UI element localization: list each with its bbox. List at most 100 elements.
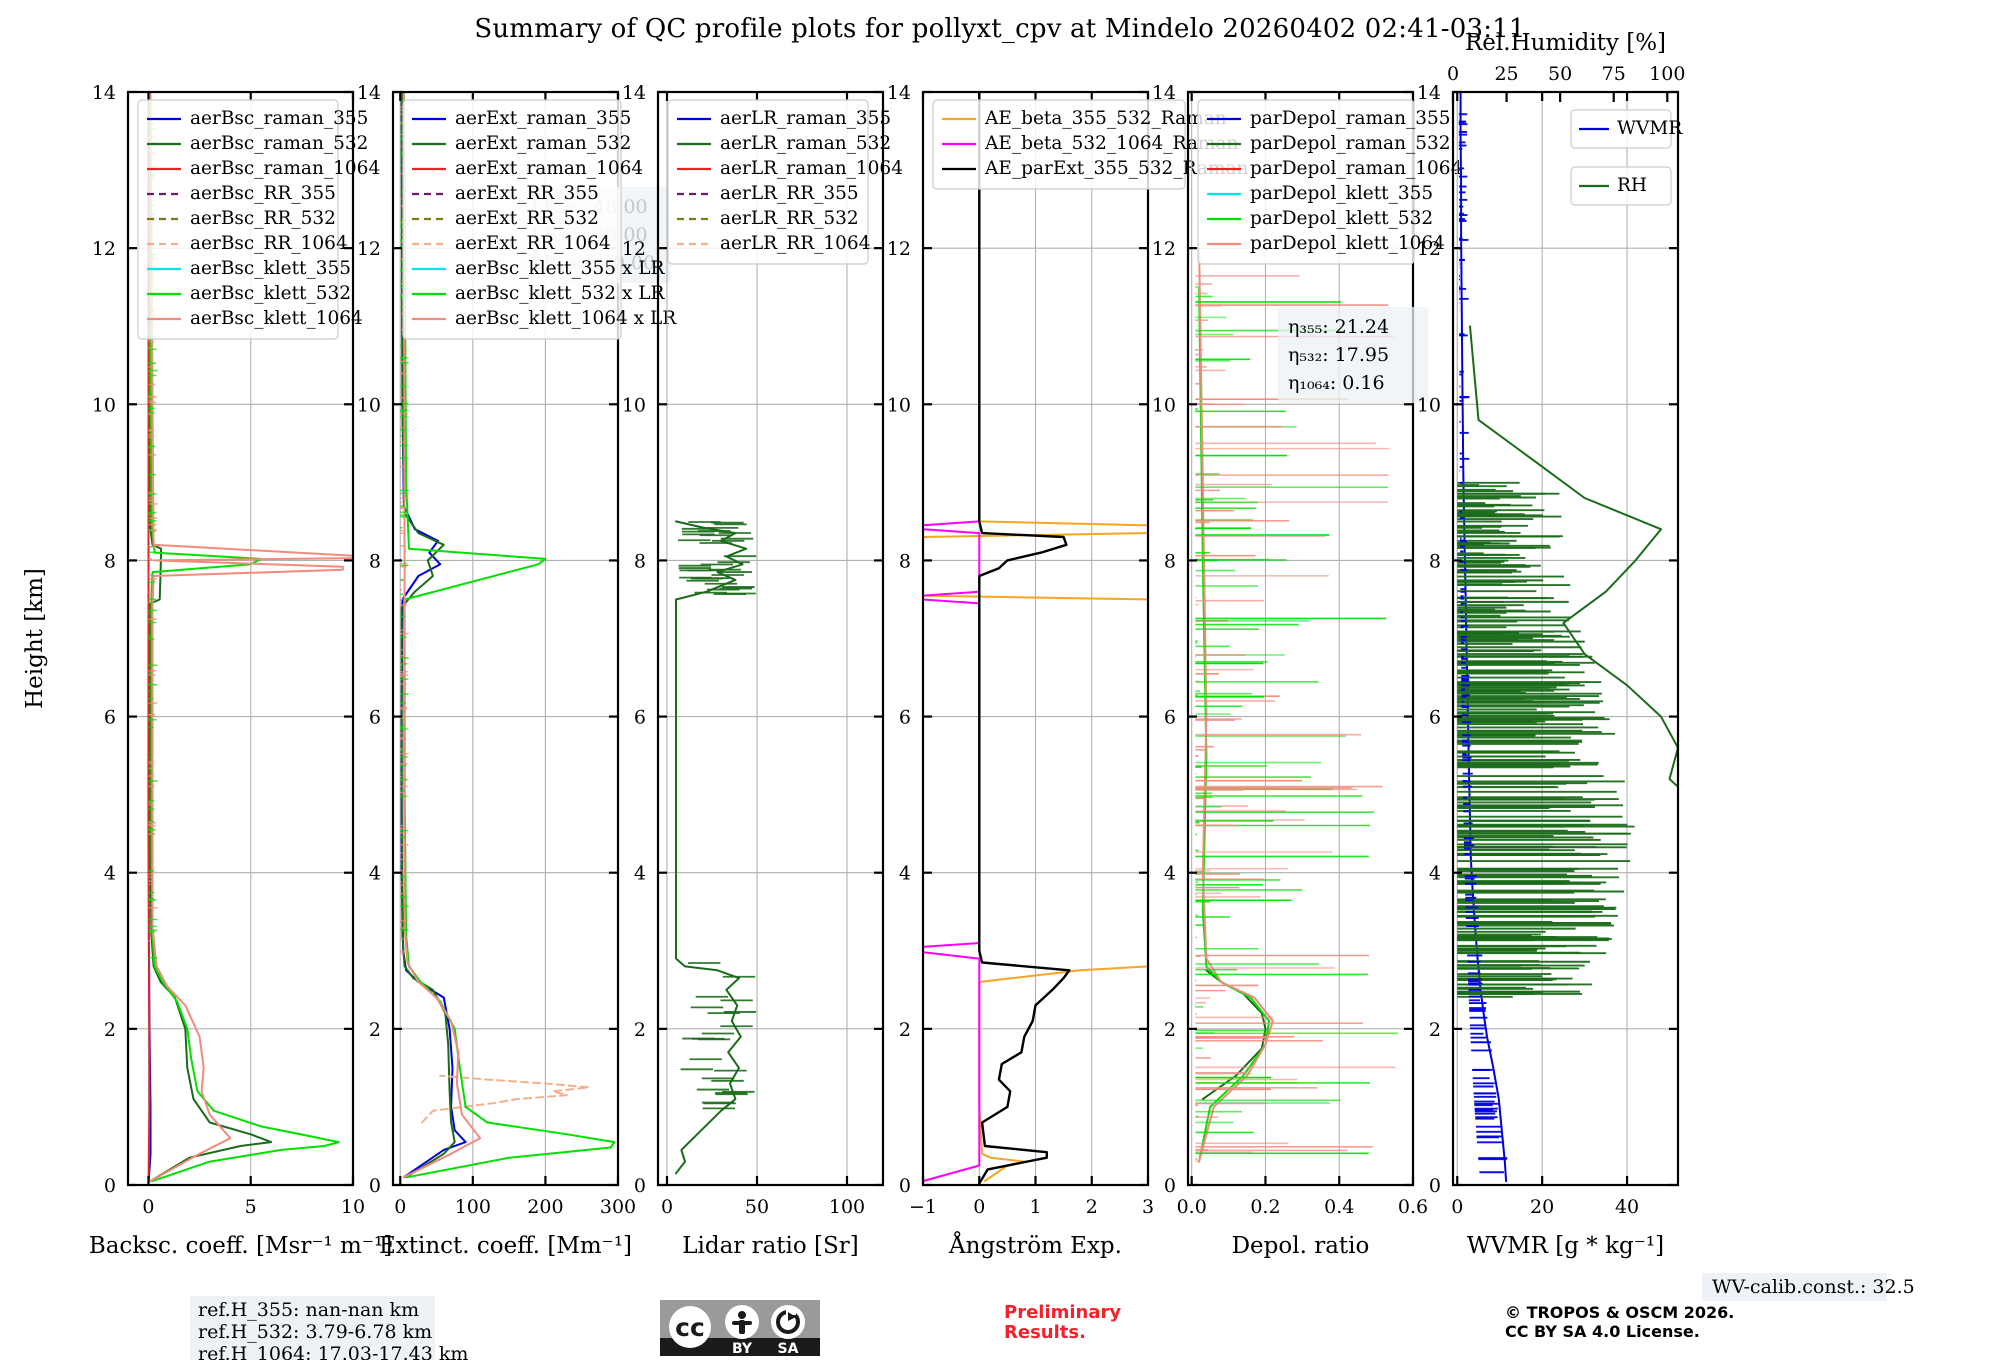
copyright-line: © TROPOS & OSCM 2026.: [1505, 1303, 1734, 1322]
y-tick-label: 4: [1164, 863, 1176, 885]
y-tick-label: 14: [622, 82, 646, 104]
panel-frame: [1186, 90, 1415, 1187]
y-tick-label: 14: [357, 82, 381, 104]
y-tick-label: 12: [622, 238, 646, 260]
y-tick-label: 4: [1429, 863, 1441, 885]
y-tick-label: 6: [899, 707, 911, 729]
x-tick-label: 2: [1086, 1196, 1098, 1218]
legend-label: aerBsc_klett_532: [190, 283, 351, 304]
y-tick-label: 14: [887, 82, 911, 104]
series-AE_parExt_355_532_Raman: [978, 92, 1071, 1185]
legend-label: parDepol_raman_355: [1250, 108, 1451, 129]
y-tick-label: 10: [357, 394, 381, 416]
legend-label: aerExt_raman_532: [455, 133, 631, 154]
top-axis-label: Rel.Humidity [%]: [1465, 30, 1666, 56]
series-group: [923, 92, 1148, 1185]
legend-box: [1570, 166, 1672, 206]
series-aerBsc_klett_532: [148, 92, 340, 1183]
panel-frame: [391, 90, 620, 1187]
legend-label: parDepol_klett_1064: [1250, 233, 1445, 254]
x-tick-label: 200: [527, 1196, 563, 1218]
x-axis-label-lidar-ratio: Lidar ratio [Sr]: [682, 1233, 859, 1259]
y-tick-label: 8: [369, 550, 381, 572]
y-tick-label: 8: [634, 550, 646, 572]
series-group: [147, 92, 353, 1185]
x-axis-label-depol: Depol. ratio: [1232, 1233, 1370, 1259]
series-aerBsc_klett_1064: [149, 92, 353, 1183]
y-tick-label: 10: [1152, 394, 1176, 416]
svg-text:cc: cc: [675, 1313, 705, 1342]
x-tick-label: 10: [341, 1196, 365, 1218]
legend-box: [1570, 109, 1672, 149]
series-aerBsc_klett_1064 x LR: [402, 92, 482, 1179]
x-tick-label: 0.4: [1324, 1196, 1354, 1218]
legend-label: aerBsc_klett_532 x LR: [455, 283, 666, 304]
x-tick-label: 5: [245, 1196, 257, 1218]
top-x-tick-label: 75: [1602, 63, 1626, 85]
y-tick-label: 0: [634, 1175, 646, 1197]
panel-frame: [1451, 90, 1680, 1187]
legend-label: aerExt_RR_1064: [455, 233, 611, 254]
y-tick-label: 12: [92, 238, 116, 260]
legend-label: aerBsc_klett_1064 x LR: [455, 308, 677, 329]
annotation-line: η₃₅₅: 21.24: [1288, 316, 1389, 338]
y-tick-label: 2: [1429, 1019, 1441, 1041]
series-group: [675, 520, 748, 1175]
x-tick-label: −1: [909, 1196, 937, 1218]
y-tick-label: 6: [369, 707, 381, 729]
y-axis-label: Height [km]: [22, 568, 48, 709]
legend-label: parDepol_raman_1064: [1250, 158, 1462, 179]
series-aerExt_raman_532: [400, 92, 456, 1179]
y-tick-label: 14: [1417, 82, 1441, 104]
series-group: [1198, 247, 1274, 1163]
y-tick-label: 8: [104, 550, 116, 572]
legend-label: aerLR_raman_355: [720, 108, 891, 129]
legend-label: aerLR_raman_532: [720, 133, 891, 154]
series-parDepol_klett_1064: [1198, 247, 1274, 1163]
legend-box-backscatter: [137, 99, 339, 340]
legend-label: aerBsc_RR_532: [190, 208, 336, 229]
ref-height-box: [190, 1296, 435, 1360]
legend-label: aerBsc_klett_355: [190, 258, 351, 279]
y-tick-label: 14: [1152, 82, 1176, 104]
top-x-tick-label: 50: [1548, 63, 1572, 85]
legend-label: parDepol_klett_532: [1250, 208, 1433, 229]
y-tick-label: 10: [92, 394, 116, 416]
legend-label: aerExt_raman_355: [455, 108, 631, 129]
panel-backscatter: 0 2 4 6 8 10 12 14 0 5 10 Backsc. coeff. [Msr⁻¹ m⁻¹…: [89, 82, 392, 1259]
legend-label: aerExt_raman_1064: [455, 158, 643, 179]
y-tick-label: 12: [887, 238, 911, 260]
x-tick-label: 0: [661, 1196, 673, 1218]
cc-by-label: BY: [732, 1341, 753, 1356]
y-tick-label: 10: [1417, 394, 1441, 416]
legend-label-RH: RH: [1617, 175, 1647, 196]
x-tick-label: 3: [1142, 1196, 1154, 1218]
x-tick-label: 100: [829, 1196, 865, 1218]
x-tick-label: 0.6: [1398, 1196, 1428, 1218]
lr-noise: [677, 521, 757, 1110]
page-title: Summary of QC profile plots for pollyxt_…: [474, 14, 1526, 44]
cc-license-badge: cc BY SA: [660, 1300, 820, 1356]
legend-label-WVMR: WVMR: [1617, 118, 1683, 139]
y-tick-label: 12: [1417, 238, 1441, 260]
series-group: [400, 92, 616, 1179]
legend-label: AE_beta_355_532_Raman: [984, 108, 1227, 129]
panel-lidar-ratio: 0 2 4 6 8 10 12 14 0 50 100 Lidar ratio [Sr] aerLR_r…: [622, 82, 903, 1259]
y-tick-label: 10: [887, 394, 911, 416]
y-tick-label: 8: [1164, 550, 1176, 572]
series-AE_beta_355_532_Raman: [923, 92, 1148, 1183]
annotation-line: η₁₀₆₄: 0.16: [1288, 372, 1385, 394]
y-tick-label: 0: [1429, 1175, 1441, 1197]
y-tick-label: 4: [369, 863, 381, 885]
legend-label: aerBsc_raman_532: [190, 133, 368, 154]
legend-label: aerExt_RR_355: [455, 183, 599, 204]
panel-frame: [126, 90, 355, 1187]
ref-height-line: ref.H_532: 3.79-6.78 km: [198, 1321, 432, 1343]
y-tick-label: 12: [1152, 238, 1176, 260]
y-tick-label: 4: [899, 863, 911, 885]
legend-label: aerBsc_RR_355: [190, 183, 336, 204]
x-tick-label: 100: [455, 1196, 491, 1218]
